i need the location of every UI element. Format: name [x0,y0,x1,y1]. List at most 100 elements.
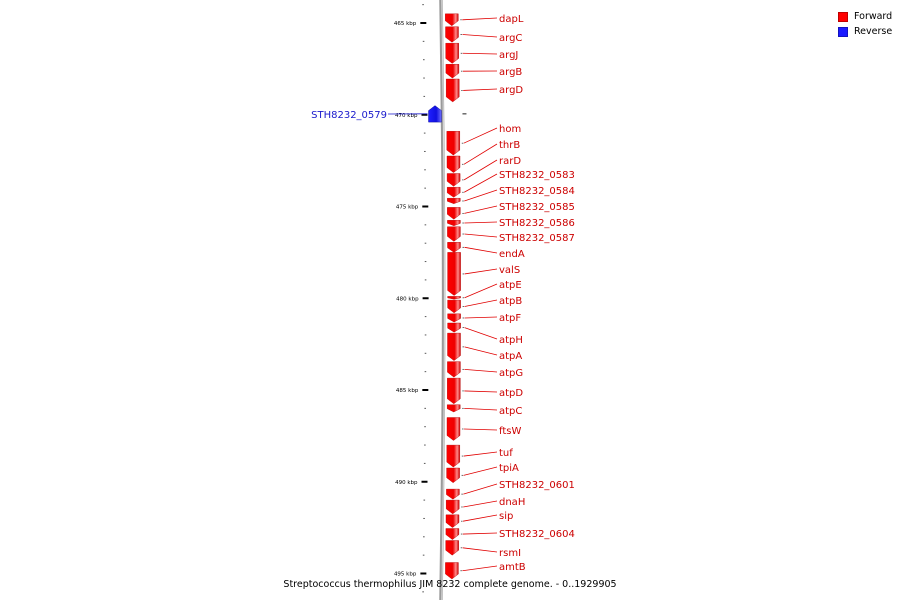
genome-backbone [439,0,446,600]
gene-arrow-forward [447,242,461,253]
gene-sth8232-0586[interactable] [447,220,464,227]
leader-line [462,547,498,553]
leader-line [464,221,498,224]
gene-atph[interactable] [447,322,465,333]
gene-arrow-forward [447,197,461,204]
leader-line [462,532,498,535]
gene-dnah[interactable] [446,499,463,515]
leader-line [463,483,498,495]
gene-arrow-forward [445,13,459,27]
gene-sth8232-0604[interactable] [445,528,463,540]
gene-label: atpA [499,351,522,362]
leader-line [464,368,498,373]
gene-label: argC [499,33,522,44]
ruler-tick-label: 480 kbp [396,296,419,302]
gene-sth8232-0601[interactable] [446,488,463,500]
leader-line [463,127,498,144]
gene-label: tpiA [499,463,519,474]
gene-sth8232-0579[interactable] [428,105,467,123]
gene-atpb[interactable] [447,299,465,314]
coordinate-ruler: 465 kbp 470 kbp 475 kbp 480 kbp 485 kbp 490 k… [394,4,429,593]
gene-atpf[interactable] [447,313,465,323]
gene-label: atpC [499,406,522,417]
leader-line [464,205,498,214]
leader-line [464,299,498,307]
gene-arrow-forward [447,322,461,333]
gene-arrow-reverse [428,105,442,123]
legend-item-reverse: Reverse [838,24,892,39]
gene-ftsw[interactable] [446,417,464,441]
gene-arrow-forward [447,226,461,242]
gene-rsmi[interactable] [445,540,463,556]
gene-atpd[interactable] [447,377,464,405]
gene-thrb[interactable] [446,155,464,173]
gene-arrow-forward [446,155,461,173]
gene-sth8232-0587[interactable] [447,226,464,242]
gene-label: STH8232_0587 [499,233,575,244]
gene-hom[interactable] [446,131,464,156]
gene-arrow-forward [445,43,459,64]
gene-label: atpF [499,313,521,324]
gene-atpc[interactable] [447,404,464,413]
gene-track[interactable] [428,13,467,580]
gene-arrow-forward [447,404,461,413]
gene-label: atpB [499,296,522,307]
gene-dapl[interactable] [445,13,462,27]
reverse-swatch [838,26,848,37]
gene-arrow-forward [447,186,461,198]
leader-line [463,500,498,508]
leader-line [463,159,498,181]
gene-arrow-forward [446,444,460,468]
gene-label: STH8232_0604 [499,529,575,540]
gene-arrow-forward [447,220,461,227]
gene-label: STH8232_0583 [499,170,575,181]
gene-label: STH8232_0585 [499,202,575,213]
gene-sip[interactable] [445,514,463,528]
gene-tuf[interactable] [446,444,464,468]
leader-line [463,88,498,91]
ruler-tick-label: 470 kbp [395,113,418,119]
gene-label: argB [499,67,522,78]
gene-label: valS [499,265,520,276]
gene-argc[interactable] [445,26,462,43]
gene-atpg[interactable] [447,361,464,378]
leader-line [464,233,498,238]
gene-atpe[interactable] [447,296,465,300]
gene-label: sip [499,511,513,522]
gene-amtb[interactable] [445,562,462,580]
leader-line [464,428,498,431]
gene-label: STH8232_0586 [499,218,575,229]
gene-arrow-forward [447,207,461,220]
gene-tpia[interactable] [446,467,464,483]
gene-vals[interactable] [447,252,465,296]
gene-argd[interactable] [446,78,463,103]
gene-arrow-forward [446,78,460,103]
leader-line [464,407,498,411]
genome-backbone-highlight [441,0,445,600]
gene-arrow-forward [445,528,460,540]
gene-arrow-forward [445,540,459,556]
gene-label: thrB [499,140,520,151]
gene-atpa[interactable] [447,332,465,361]
gene-sth8232-0585[interactable] [447,207,464,220]
gene-arrow-forward [446,499,460,515]
gene-sth8232-0583[interactable] [447,186,464,198]
ruler-tick-label: 485 kbp [396,388,419,394]
gene-sth8232-0584[interactable] [447,197,464,204]
leader-line [462,17,498,21]
gene-arrow-forward [446,173,461,187]
leader-line [464,316,498,319]
gene-label: STH8232_0579 [311,110,387,121]
gene-argb[interactable] [445,64,463,79]
gene-enda[interactable] [447,242,465,253]
gene-argj[interactable] [445,43,463,64]
gene-label: argJ [499,50,518,61]
gene-label: amtB [499,562,526,573]
gene-rard[interactable] [446,173,464,187]
leader-line [463,451,498,457]
gene-label: atpH [499,335,523,346]
legend: Forward Reverse [838,9,892,39]
leader-line [464,390,498,393]
